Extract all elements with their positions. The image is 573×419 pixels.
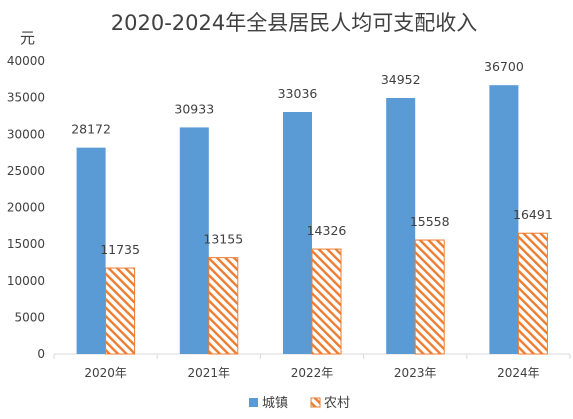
chart-title: 2020-2024年全县居民人均可支配收入: [111, 11, 477, 35]
y-tick-label: 40000: [7, 54, 45, 68]
category-labels: 2020年 2021年 2022年 2023年 2024年: [84, 366, 539, 380]
data-label-urban-1: 30933: [174, 101, 214, 116]
x-category-label: 2024年: [497, 366, 540, 380]
value-labels: 28172 11735 30933 13155 33036 14326 34952 15558…: [71, 59, 553, 257]
data-label-urban-2: 33036: [278, 86, 318, 101]
bar-rural-0: [105, 267, 136, 355]
y-axis-ticks: 0 5000 10000 15000 20000 25000 30000 35000 40000: [7, 54, 45, 361]
bar-rural-2: [311, 248, 342, 355]
legend-swatch-urban: [249, 398, 258, 407]
y-tick-label: 5000: [14, 310, 45, 324]
y-tick-label: 15000: [7, 237, 45, 251]
x-category-label: 2021年: [188, 366, 231, 380]
y-tick-label: 25000: [7, 164, 45, 178]
bar-rural-1: [208, 257, 239, 355]
legend-label-rural: 农村: [324, 396, 350, 411]
data-label-rural-1: 13155: [203, 232, 243, 247]
data-label-urban-4: 36700: [484, 59, 524, 74]
legend-label-urban: 城镇: [262, 396, 288, 411]
legend-swatch-rural: [310, 397, 321, 408]
data-label-rural-0: 11735: [100, 242, 140, 257]
y-tick-label: 35000: [7, 91, 45, 105]
y-tick-label: 10000: [7, 274, 45, 288]
data-label-rural-4: 16491: [513, 207, 553, 222]
data-label-rural-2: 14326: [307, 223, 347, 238]
data-label-urban-3: 34952: [381, 72, 421, 87]
bar-urban-0: [76, 147, 106, 354]
bar-urban-3: [386, 97, 416, 355]
bar-urban-2: [283, 112, 312, 355]
bar-urban-4: [489, 85, 519, 355]
data-label-urban-0: 28172: [71, 122, 111, 137]
y-axis-unit-label: 元: [20, 29, 35, 47]
x-category-label: 2023年: [394, 366, 437, 380]
y-tick-label: 30000: [7, 127, 45, 141]
y-tick-label: 0: [37, 347, 45, 361]
bars-group: [76, 85, 548, 355]
data-label-rural-3: 15558: [410, 214, 450, 229]
bar-rural-3: [414, 239, 445, 355]
y-tick-label: 20000: [7, 201, 45, 215]
legend: 城镇 农村: [249, 396, 350, 411]
bar-rural-4: [517, 232, 548, 355]
bar-urban-1: [179, 127, 209, 354]
x-axis: [53, 353, 571, 359]
x-category-label: 2022年: [291, 366, 334, 380]
x-category-label: 2020年: [84, 366, 127, 380]
